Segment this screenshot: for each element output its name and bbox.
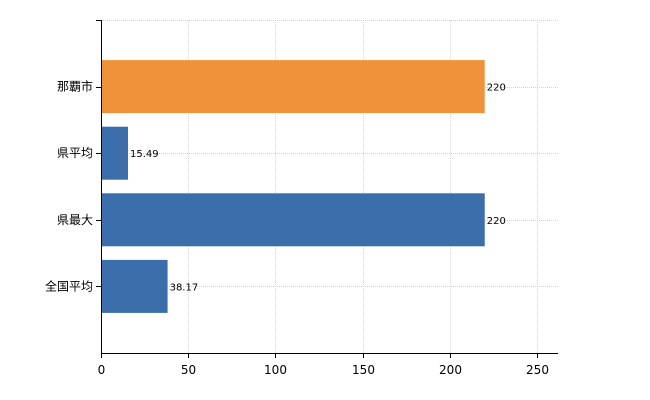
category-label: 那覇市 [57,79,93,94]
category-label: 全国平均 [45,278,93,293]
data-label: 220 [487,216,506,227]
x-tick-label: 0 [98,363,106,377]
x-tick-label: 150 [352,363,375,377]
category-label: 県最大 [57,213,93,227]
category-label: 県平均 [57,146,93,160]
x-tick-label: 250 [526,363,549,377]
data-label: 15.49 [130,149,159,160]
label-layer: 0 50 100 150 200 250 那覇市 220 県平均 15.49 県最大 220 全国平均 3… [45,79,549,377]
bar-layer [101,60,485,313]
x-tick-label: 50 [181,363,196,377]
bar [101,193,485,247]
axis-layer [96,20,558,358]
bar [101,259,168,313]
x-tick-label: 200 [439,363,462,377]
data-label: 38.17 [170,282,199,293]
bar [101,60,485,114]
x-tick-label: 100 [264,363,287,377]
bar [101,126,129,180]
data-label: 220 [487,83,506,94]
